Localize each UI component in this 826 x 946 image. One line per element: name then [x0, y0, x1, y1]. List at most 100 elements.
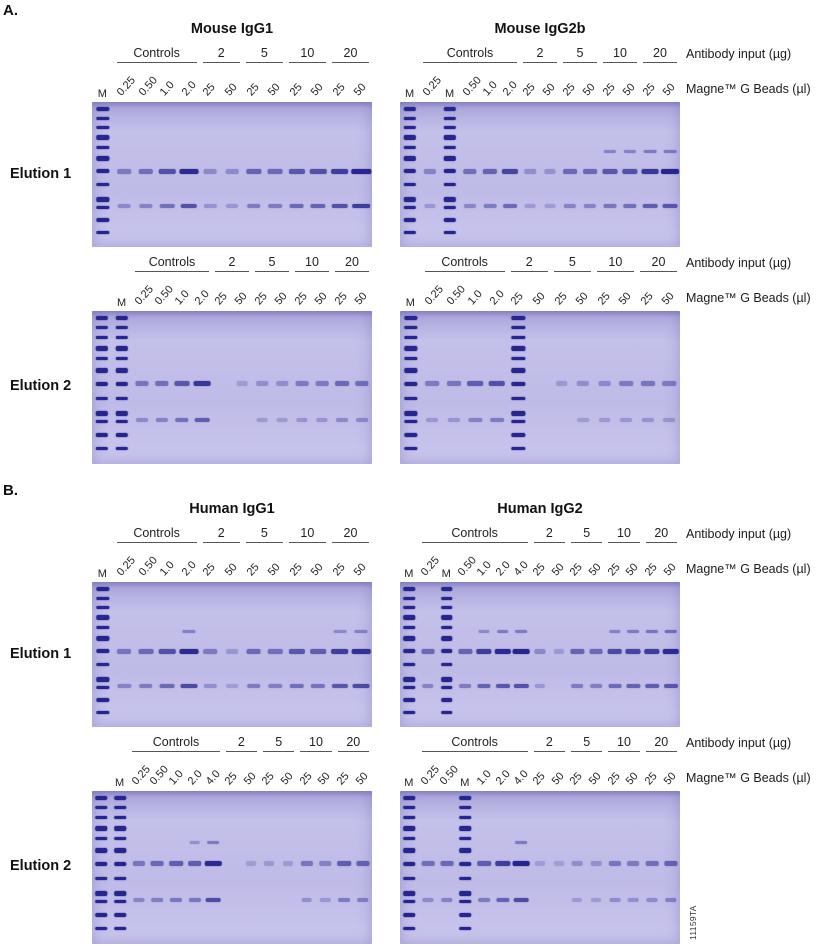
sample-lane [264, 582, 286, 727]
lane-label: 1.0 [158, 559, 178, 579]
marker-band [114, 891, 126, 897]
light-chain-band [642, 203, 658, 208]
minor-band [663, 149, 677, 153]
marker-band [403, 862, 416, 867]
marker-band [114, 876, 126, 880]
marker-band [511, 356, 526, 360]
marker-band [115, 368, 129, 374]
light-chain-band [151, 898, 164, 903]
light-chain-band [483, 203, 497, 208]
marker-lane [92, 311, 112, 464]
lane-labels-row: M 0.25 0.50 M 1.0 2.0 4.0 25 50 25 50 25 50 25 50 [400, 752, 680, 791]
marker-band [95, 316, 109, 321]
sample-lane [232, 311, 252, 464]
light-chain-band [459, 683, 472, 688]
gel-header: Controls 2 5 10 20 M 0.25 0.50 1.0 2.0 4.0 25 50 25 50… [92, 735, 372, 791]
lane-label: 25 [567, 770, 586, 788]
marker-lane [400, 102, 420, 247]
heavy-chain-band [300, 861, 313, 867]
beads-label: Magne™ G Beads (µl) [686, 82, 811, 96]
group-label: 2 [202, 526, 240, 543]
marker-band [115, 316, 129, 321]
sample-lane [420, 102, 440, 247]
sample-lane [221, 102, 243, 247]
lane-labels-row: M 0.25 M 0.50 1.0 2.0 25 50 25 50 25 50 25 50 [400, 63, 680, 102]
heavy-chain-band [488, 381, 506, 387]
light-chain-band [590, 898, 602, 903]
sample-lane [456, 582, 475, 727]
light-chain-band [180, 203, 198, 208]
heavy-chain-band [236, 381, 248, 387]
minor-band [182, 629, 196, 633]
heavy-chain-band [440, 861, 454, 867]
lane-label: 25 [560, 81, 578, 99]
marker-lane [456, 791, 475, 944]
heavy-chain-band [226, 648, 238, 654]
light-chain-band [524, 203, 536, 208]
marker-band [96, 145, 110, 149]
marker-band [403, 625, 416, 629]
marker-band [459, 826, 472, 832]
lane-label: 25 [530, 561, 548, 579]
sample-lane [307, 582, 329, 727]
group-label: 2 [533, 526, 565, 543]
heavy-chain-band [295, 381, 309, 387]
light-chain-band [572, 898, 583, 903]
light-chain-band [583, 203, 597, 208]
light-chain-band [256, 418, 268, 423]
group-label: 5 [562, 46, 597, 63]
light-chain-band [463, 203, 477, 208]
sample-lane [335, 791, 354, 944]
gel-image [400, 311, 680, 464]
lane-label: 25 [530, 770, 548, 788]
heavy-chain-band [535, 861, 545, 867]
light-chain-band [424, 203, 436, 208]
heavy-chain-band [571, 861, 583, 867]
marker-band [114, 913, 126, 918]
marker-band [115, 356, 129, 360]
group-label: Controls [421, 526, 528, 543]
minor-band [515, 841, 528, 845]
sample-lane [350, 582, 372, 727]
lane-label: 0.50 [136, 74, 160, 99]
gel-panel: Controls 2 5 10 20 M 0.25 0.50 1.0 2.0 25 50 25 50 25 5… [92, 526, 372, 727]
marker-band [440, 596, 453, 600]
sample-lane [192, 311, 212, 464]
marker-band [96, 615, 110, 621]
light-chain-band [169, 898, 183, 903]
sample-lane [637, 311, 659, 464]
group-label: 2 [225, 735, 257, 752]
marker-band [403, 169, 417, 174]
sample-lane [560, 102, 580, 247]
marker-band [96, 156, 110, 162]
sample-lane [297, 791, 316, 944]
marker-band [511, 433, 526, 438]
lane-label: M [404, 568, 414, 580]
lane-label: 0.25 [418, 554, 442, 579]
lane-label: 0.25 [420, 74, 444, 99]
sample-lane [419, 791, 438, 944]
light-chain-band [289, 203, 305, 208]
lane-label: 0.50 [455, 554, 480, 579]
marker-band [96, 676, 110, 682]
marker-lane [508, 311, 530, 464]
marker-band [403, 135, 417, 141]
sample-lane [132, 311, 152, 464]
gel-image [92, 582, 372, 727]
marker-band [403, 196, 417, 202]
gel-panel: Controls 2 5 10 20 M 0.25 M 0.50 1.0 2.0 4.0 25 50 25 5… [400, 526, 680, 727]
heavy-chain-band [174, 381, 190, 387]
heavy-chain-band [458, 648, 472, 654]
marker-band [511, 326, 526, 330]
heavy-chain-band [608, 861, 621, 867]
spacer [372, 21, 400, 38]
lane-label: 4.0 [203, 768, 224, 788]
sample-lane [486, 311, 508, 464]
lane-label: 1.0 [158, 79, 178, 99]
marker-lane [111, 791, 130, 944]
sample-lane [178, 582, 200, 727]
marker-band [95, 816, 108, 820]
marker-band [403, 685, 416, 689]
light-chain-band [356, 898, 369, 903]
group-label: 10 [603, 46, 637, 63]
